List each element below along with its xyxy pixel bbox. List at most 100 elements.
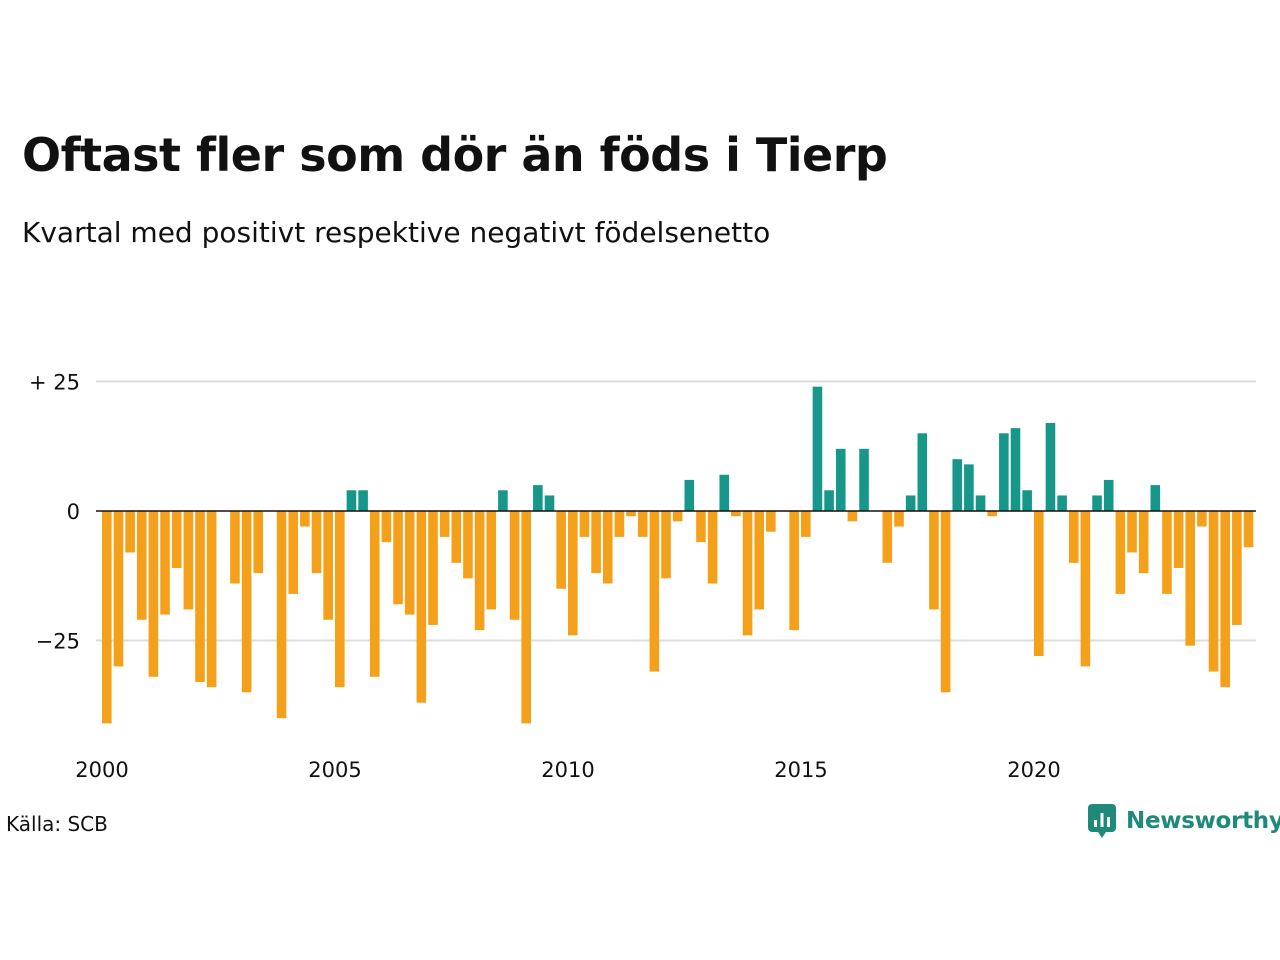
- bar-negative: [102, 511, 112, 724]
- bar-negative: [1232, 511, 1242, 625]
- bar-negative: [241, 511, 252, 693]
- bar-positive: [358, 490, 368, 511]
- bar-negative: [672, 511, 683, 522]
- bar-negative: [160, 511, 170, 615]
- bar-negative: [789, 511, 799, 631]
- bar-negative: [1115, 511, 1126, 594]
- bar-negative: [801, 511, 811, 537]
- bar-positive: [1057, 495, 1067, 511]
- bar-negative: [404, 511, 415, 615]
- bar-negative: [183, 511, 194, 610]
- bar-negative: [894, 511, 904, 527]
- x-tick-label: 2005: [308, 758, 361, 782]
- bar-negative: [1185, 511, 1196, 646]
- y-tick-label: −25: [36, 630, 80, 654]
- bar-negative: [276, 511, 287, 719]
- bar-positive: [905, 495, 916, 511]
- bar-negative: [696, 511, 706, 543]
- bar-positive: [1103, 479, 1114, 511]
- bar-negative: [661, 511, 671, 579]
- bar-negative: [288, 511, 298, 594]
- newsworthy-logo-icon: [1088, 804, 1116, 838]
- bar-negative: [253, 511, 264, 574]
- bar-positive: [824, 490, 834, 511]
- bar-negative: [311, 511, 322, 574]
- bar-negative: [521, 511, 531, 724]
- bar-negative: [195, 511, 205, 682]
- bar-positive: [544, 495, 555, 511]
- bar-negative: [568, 511, 578, 636]
- bar-negative: [1208, 511, 1219, 672]
- bar-negative: [1034, 511, 1044, 657]
- bar-negative: [707, 511, 718, 584]
- bar-positive: [999, 433, 1009, 511]
- bar-negative: [381, 511, 392, 543]
- bar-positive: [1150, 485, 1161, 511]
- bar-negative: [393, 511, 403, 605]
- bar-negative: [148, 511, 159, 677]
- bar-negative: [171, 511, 182, 568]
- bar-positive: [498, 490, 508, 511]
- bar-positive: [684, 479, 695, 511]
- y-tick-label: 0: [67, 500, 80, 524]
- bar-positive: [952, 459, 963, 511]
- bar-negative: [626, 511, 636, 517]
- source-note: Källa: SCB: [6, 812, 108, 836]
- chart-subtitle: Kvartal med positivt respektive negativt…: [22, 216, 771, 249]
- bar-negative: [113, 511, 124, 667]
- bar-negative: [987, 511, 997, 517]
- bar-negative: [335, 511, 345, 688]
- bar-positive: [1092, 495, 1102, 511]
- x-tick-label: 2000: [75, 758, 128, 782]
- bar-negative: [428, 511, 438, 625]
- bar-negative: [1068, 511, 1079, 563]
- bar-negative: [474, 511, 485, 631]
- bar-positive: [859, 448, 869, 511]
- bar-negative: [439, 511, 450, 537]
- bar-negative: [136, 511, 147, 620]
- bar-positive: [1022, 490, 1032, 511]
- bar-positive: [1010, 428, 1021, 511]
- x-tick-label: 2020: [1007, 758, 1060, 782]
- bar-negative: [742, 511, 753, 636]
- bar-positive: [812, 386, 823, 511]
- bar-negative: [556, 511, 566, 589]
- bar-positive: [1045, 422, 1056, 511]
- bar-negative: [1080, 511, 1091, 667]
- bar-positive: [533, 485, 543, 511]
- y-tick-label: + 25: [29, 371, 80, 395]
- bar-chart: + 25 0 −25 2000 2005 2010 2015 2020: [29, 371, 1256, 782]
- bar-negative: [882, 511, 893, 563]
- bar-negative: [1173, 511, 1184, 568]
- bar-negative: [602, 511, 613, 584]
- bar-negative: [230, 511, 240, 584]
- x-tick-label: 2015: [774, 758, 827, 782]
- bar-negative: [1197, 511, 1207, 527]
- bar-positive: [346, 490, 357, 511]
- bar-negative: [766, 511, 776, 532]
- bar-negative: [1243, 511, 1254, 548]
- bar-negative: [509, 511, 520, 620]
- bar-positive: [964, 464, 974, 511]
- bar-negative: [731, 511, 741, 517]
- bar-positive: [835, 448, 846, 511]
- bar-negative: [125, 511, 135, 553]
- newsworthy-brand[interactable]: Newsworthy: [1088, 804, 1280, 838]
- bar-negative: [847, 511, 858, 522]
- bar-negative: [369, 511, 380, 677]
- bar-negative: [1220, 511, 1230, 688]
- bar-negative: [463, 511, 473, 579]
- bar-positive: [975, 495, 986, 511]
- bar-negative: [300, 511, 310, 527]
- bar-negative: [929, 511, 939, 610]
- bar-negative: [754, 511, 764, 610]
- bar-negative: [451, 511, 462, 563]
- x-tick-label: 2010: [541, 758, 594, 782]
- brand-name: Newsworthy: [1126, 808, 1280, 834]
- bar-positive: [917, 433, 928, 511]
- bar-negative: [614, 511, 625, 537]
- bar-negative: [206, 511, 217, 688]
- bar-negative: [486, 511, 497, 610]
- bar-negative: [1127, 511, 1137, 553]
- bar-negative: [579, 511, 590, 537]
